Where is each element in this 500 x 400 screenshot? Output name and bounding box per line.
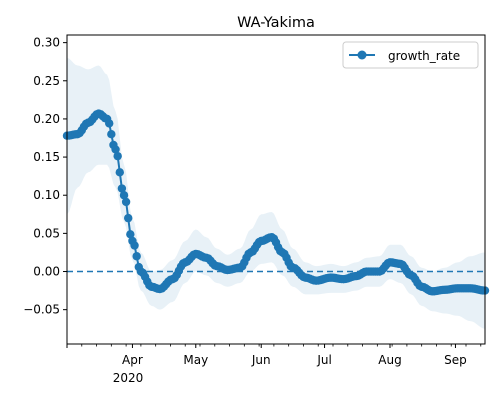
y-tick-label: 0.15 (33, 150, 60, 164)
data-point (126, 230, 135, 239)
data-point (115, 168, 124, 177)
y-tick-label: −0.05 (23, 303, 60, 317)
data-point (113, 151, 122, 161)
data-point (107, 129, 116, 139)
y-tick-label: 0.30 (33, 36, 60, 50)
data-point (119, 191, 129, 200)
x-tick-label: Jul (316, 353, 331, 367)
legend: growth_rate (342, 41, 479, 69)
legend-label-growth-rate: growth_rate (388, 49, 460, 63)
plot-frame (66, 34, 486, 345)
y-axis: −0.05 0.00 0.05 0.10 0.15 0.20 0.25 0.30 (23, 36, 67, 317)
x-tick-label: Apr (122, 353, 143, 367)
legend-swatch-marker (357, 50, 367, 60)
series-layer (62, 109, 490, 296)
x-tick-label: Aug (378, 353, 401, 367)
data-point (132, 252, 141, 261)
data-point (117, 184, 127, 193)
data-point (124, 213, 133, 223)
y-tick-label: 0.20 (33, 112, 60, 126)
x-tick-label: Sep (444, 353, 467, 367)
y-tick-label: 0.10 (33, 188, 60, 202)
y-tick-label: 0.00 (33, 265, 60, 279)
data-point (111, 145, 120, 154)
data-point (121, 197, 131, 207)
x-axis: Apr May Jun Jul Aug Sep (66, 344, 482, 367)
legend-box (342, 41, 479, 69)
chart-title: WA-Yakima (237, 15, 315, 31)
y-tick-label: 0.25 (33, 74, 60, 88)
x-tick-label: Jun (251, 353, 271, 367)
data-point (105, 119, 114, 128)
confidence-band (67, 57, 485, 329)
data-point (130, 241, 139, 250)
confidence-band-layer (67, 57, 485, 329)
x-axis-year-label: 2020 (113, 371, 144, 385)
x-tick-label: May (183, 353, 208, 367)
y-tick-label: 0.05 (33, 226, 60, 240)
